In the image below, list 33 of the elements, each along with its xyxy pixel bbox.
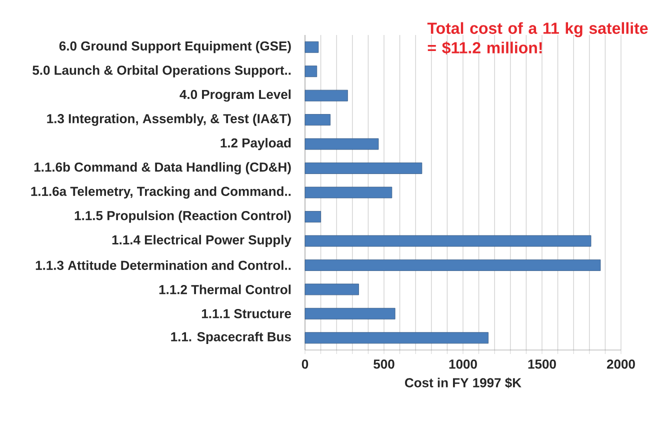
bar [304, 138, 379, 150]
bar [304, 259, 601, 271]
bar [304, 284, 359, 296]
y-tick-label: 1.1. Spacecraft Bus [171, 332, 291, 344]
x-tick-label: 0 [302, 360, 308, 369]
x-tick-label: 1000 [449, 360, 477, 369]
x-tick-label: 2000 [606, 360, 635, 369]
x-tick-label: 1500 [528, 360, 556, 369]
y-tick-label: 1.1.3 Attitude Determination and Control.. [36, 260, 291, 270]
bar [304, 211, 321, 222]
bar [304, 308, 396, 320]
bar [304, 114, 330, 126]
bar [304, 235, 592, 247]
bar [304, 162, 422, 174]
annotation: Total cost of a 11 kg satellite = $11.2 million! [427, 22, 648, 54]
y-tick-label: 4.0 Program Level [180, 89, 291, 102]
y-tick-label: 1.1.5 Propulsion (Reaction Control) [74, 210, 291, 223]
y-tick-label: 1.1.4 Electrical Power Supply [112, 234, 292, 248]
x-axis-title: Cost in FY 1997 $K [405, 378, 522, 388]
bar [304, 186, 392, 198]
y-tick-label: 1.1.6a Telemetry, Tracking and Command.. [31, 186, 291, 199]
bar [304, 90, 348, 102]
bar [304, 41, 319, 53]
y-tick-label: 5.0 Launch & Orbital Operations Support.. [32, 65, 291, 78]
y-tick-label: 1.3 Integration, Assembly, & Test (IA&T) [47, 114, 291, 126]
y-tick-label: 1.2 Payload [220, 138, 291, 150]
y-tick-label: 1.1.1 Structure [202, 309, 292, 318]
y-tick-label: 1.1.6b Command & Data Handling (CD&H) [34, 162, 291, 174]
bar [304, 66, 318, 78]
bar [304, 332, 488, 344]
y-tick-label: 1.1.2 Thermal Control [159, 284, 291, 294]
x-tick-label: 500 [374, 360, 394, 369]
y-tick-label: 6.0 Ground Support Equipment (GSE) [59, 41, 291, 54]
